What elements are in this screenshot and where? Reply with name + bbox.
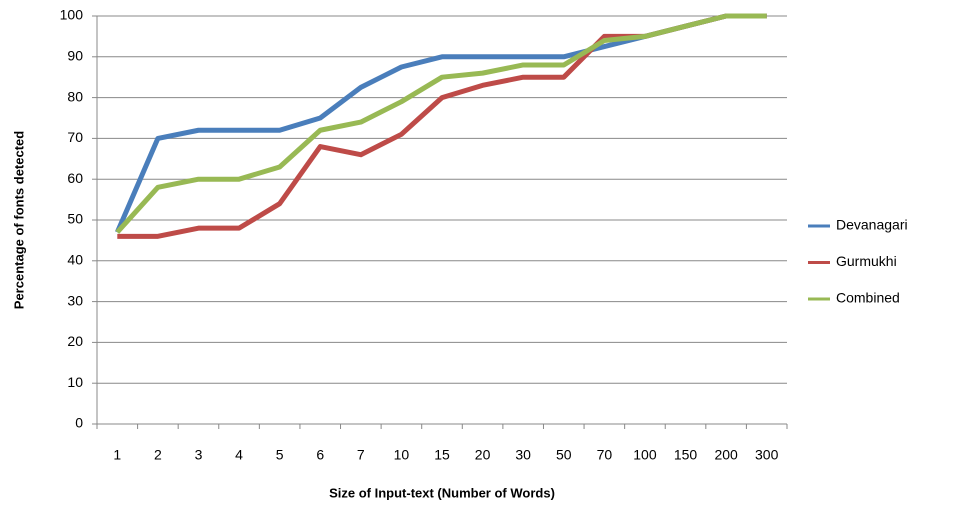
x-axis-title: Size of Input-text (Number of Words) [329,485,555,500]
y-tick-label: 60 [67,170,83,186]
y-tick-label: 30 [67,292,83,308]
x-tick-label: 50 [556,447,572,463]
series-line [117,13,767,239]
y-tick-label: 20 [67,333,83,349]
x-tick-label: 150 [674,447,698,463]
y-tick-label: 80 [67,88,83,104]
x-tick-label: 200 [714,447,738,463]
series-line [114,13,767,234]
x-tick-label: 15 [434,447,450,463]
x-tick-label: 7 [357,447,365,463]
y-tick-label: 10 [67,374,83,390]
x-tick-label: 2 [154,447,162,463]
x-tick-label: 1 [113,447,121,463]
series-line [115,13,767,234]
x-tick-label: 10 [394,447,410,463]
x-tick-label: 3 [195,447,203,463]
x-tick-label: 300 [755,447,779,463]
x-tick-label: 70 [597,447,613,463]
x-tick-label: 20 [475,447,491,463]
legend-label: Combined [836,290,900,306]
y-tick-label: 40 [67,252,83,268]
x-tick-label: 6 [316,447,324,463]
y-tick-label: 70 [67,129,83,145]
y-axis-title: Percentage of fonts detected [11,131,26,309]
legend-label: Gurmukhi [836,253,897,269]
x-tick-label: 4 [235,447,243,463]
y-tick-label: 90 [67,48,83,64]
x-tick-label: 30 [515,447,531,463]
y-tick-label: 0 [75,415,83,431]
x-tick-label: 5 [276,447,284,463]
y-tick-label: 50 [67,211,83,227]
y-tick-label: 100 [60,7,84,23]
legend-label: Devanagari [836,217,908,233]
x-tick-label: 100 [633,447,657,463]
